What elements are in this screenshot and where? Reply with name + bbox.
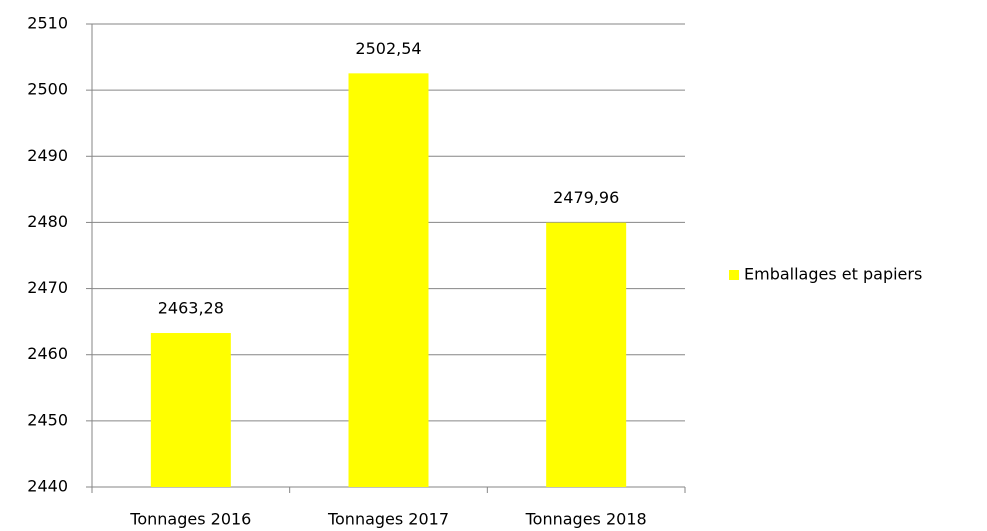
y-tick-label: 2490	[27, 146, 68, 165]
data-label: 2502,54	[355, 39, 421, 58]
data-label: 2463,28	[158, 299, 224, 318]
y-tick-label: 2480	[27, 212, 68, 231]
legend-label: Emballages et papiers	[744, 265, 922, 284]
bar	[150, 333, 231, 487]
bar	[348, 73, 429, 487]
y-tick-label: 2450	[27, 410, 68, 429]
y-tick-label: 2460	[27, 344, 68, 363]
x-tick-label: Tonnages 2016	[129, 510, 251, 529]
data-label: 2479,96	[553, 188, 619, 207]
x-tick-label: Tonnages 2017	[327, 510, 449, 529]
legend-swatch	[729, 270, 739, 280]
bar	[546, 222, 627, 487]
y-tick-label: 2440	[27, 477, 68, 496]
y-tick-label: 2510	[27, 14, 68, 33]
x-tick-label: Tonnages 2018	[525, 510, 647, 529]
y-tick-label: 2470	[27, 278, 68, 297]
y-tick-label: 2500	[27, 80, 68, 99]
